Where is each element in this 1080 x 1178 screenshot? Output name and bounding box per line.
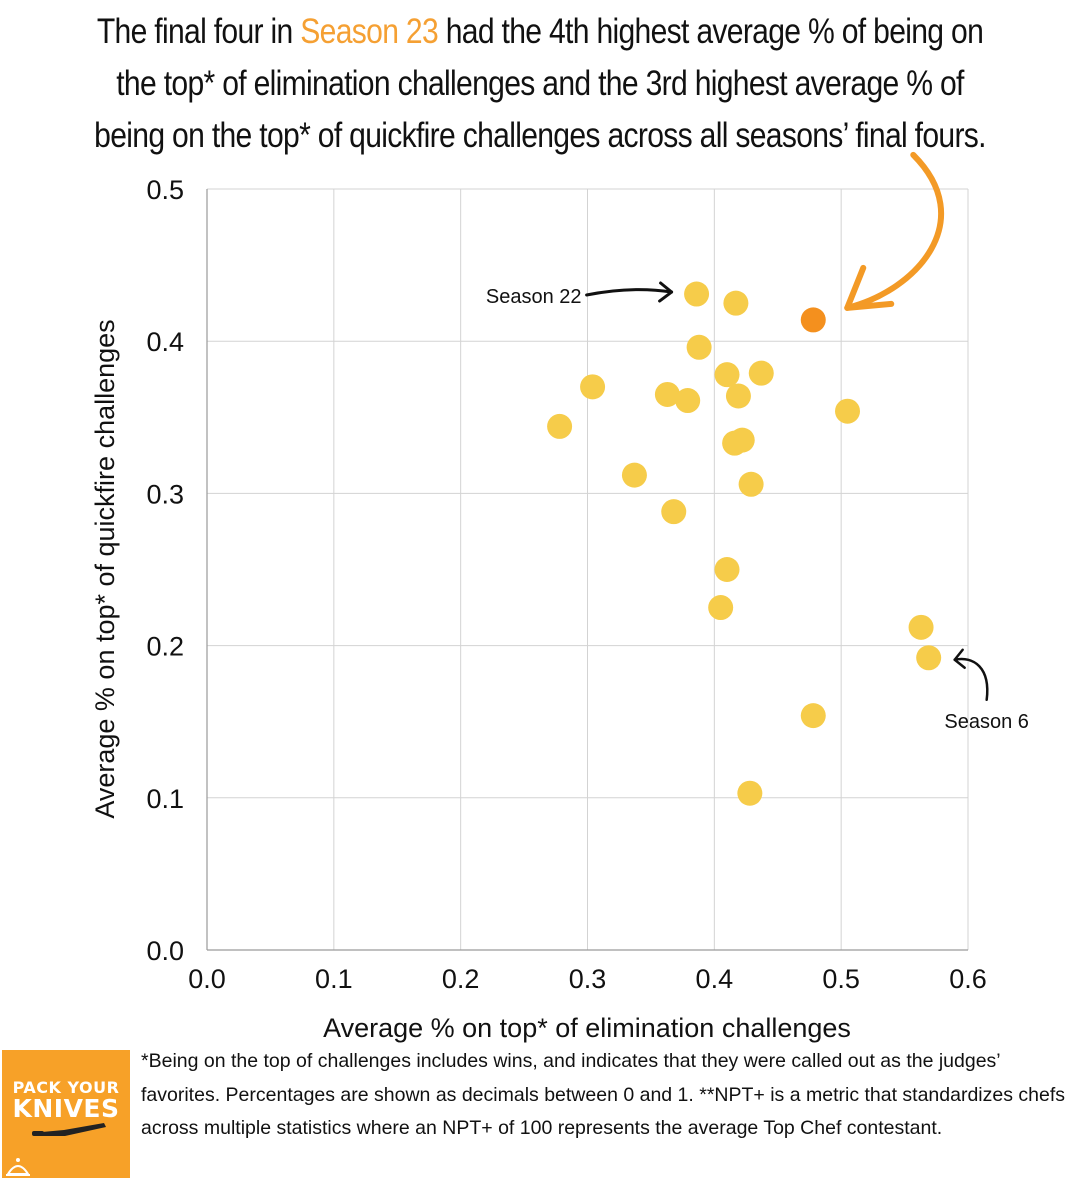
cloche-icon	[6, 1158, 30, 1176]
gridlines	[207, 188, 969, 950]
footnote-text: *Being on the top of challenges includes…	[141, 1050, 1066, 1139]
season-label: Season 22	[486, 286, 582, 308]
y-axis-title: Average % on top* of quickfire challenge…	[90, 319, 120, 818]
data-point	[748, 360, 774, 386]
x-tick-label: 0.4	[696, 964, 734, 994]
data-point	[729, 427, 755, 453]
x-tick-label: 0.0	[188, 964, 226, 994]
highlight-arrow	[844, 151, 945, 311]
y-tick-label: 0.5	[146, 175, 184, 205]
data-point	[725, 383, 751, 409]
data-point	[737, 780, 763, 806]
headline-highlight: Season 23	[300, 12, 439, 51]
chart-headline: The final four in Season 23 had the 4th …	[93, 6, 987, 162]
y-tick-label: 0.0	[146, 936, 184, 966]
data-point	[661, 499, 687, 525]
logo-text-line-1: PACK YOUR	[12, 1078, 120, 1097]
x-axis-title: Average % on top* of elimination challen…	[323, 1013, 851, 1043]
label-arrow	[585, 288, 674, 297]
data-point	[621, 462, 647, 488]
season-label: Season 6	[944, 711, 1029, 733]
x-tick-label: 0.5	[822, 964, 860, 994]
axes	[206, 189, 968, 951]
y-tick-label: 0.3	[146, 479, 184, 509]
annotations: Season 22 Season 6	[486, 151, 1029, 733]
data-point	[714, 557, 740, 582]
x-tick-label: 0.1	[315, 964, 353, 994]
data-point	[738, 471, 764, 497]
data-point	[675, 388, 701, 414]
highlight-arrow-head	[844, 264, 895, 311]
data-point	[800, 703, 826, 729]
tick-labels: 0.0 0.1 0.2 0.3 0.4 0.5 0.6 0.0 0.1 0.2 0.3 0.4 0.5	[146, 175, 986, 994]
headline-text-end: had the 4th highest average % of being o…	[94, 12, 986, 155]
data-point	[654, 381, 680, 407]
data-point	[708, 595, 734, 621]
podcast-logo: PACK YOUR KNIVES	[2, 1050, 130, 1178]
logo-text-line-2: KNIVES	[12, 1094, 120, 1123]
headline-text-start: The final four in	[96, 12, 301, 51]
label-arrow	[953, 657, 989, 702]
data-point	[908, 614, 934, 640]
label-arrow-head	[953, 648, 966, 670]
y-tick-label: 0.1	[146, 784, 184, 814]
y-tick-label: 0.4	[146, 327, 184, 357]
label-arrow-head	[658, 281, 674, 303]
data-point	[580, 374, 606, 400]
data-point	[684, 281, 710, 307]
data-point	[723, 290, 749, 316]
data-point	[916, 645, 942, 671]
scatter-chart: 0.0 0.1 0.2 0.3 0.4 0.5 0.60.00.10.20.30.40.5 …	[90, 151, 1029, 1043]
data-point	[547, 413, 573, 439]
y-tick-label: 0.2	[146, 632, 184, 662]
data-point	[835, 398, 861, 424]
data-point	[714, 362, 740, 388]
knife-icon	[32, 1123, 106, 1136]
data-point	[686, 334, 712, 360]
data-points	[547, 281, 942, 806]
x-tick-label: 0.6	[949, 964, 987, 994]
x-tick-label: 0.3	[569, 964, 607, 994]
x-tick-label: 0.2	[442, 964, 480, 994]
highlighted-data-point	[800, 307, 826, 333]
